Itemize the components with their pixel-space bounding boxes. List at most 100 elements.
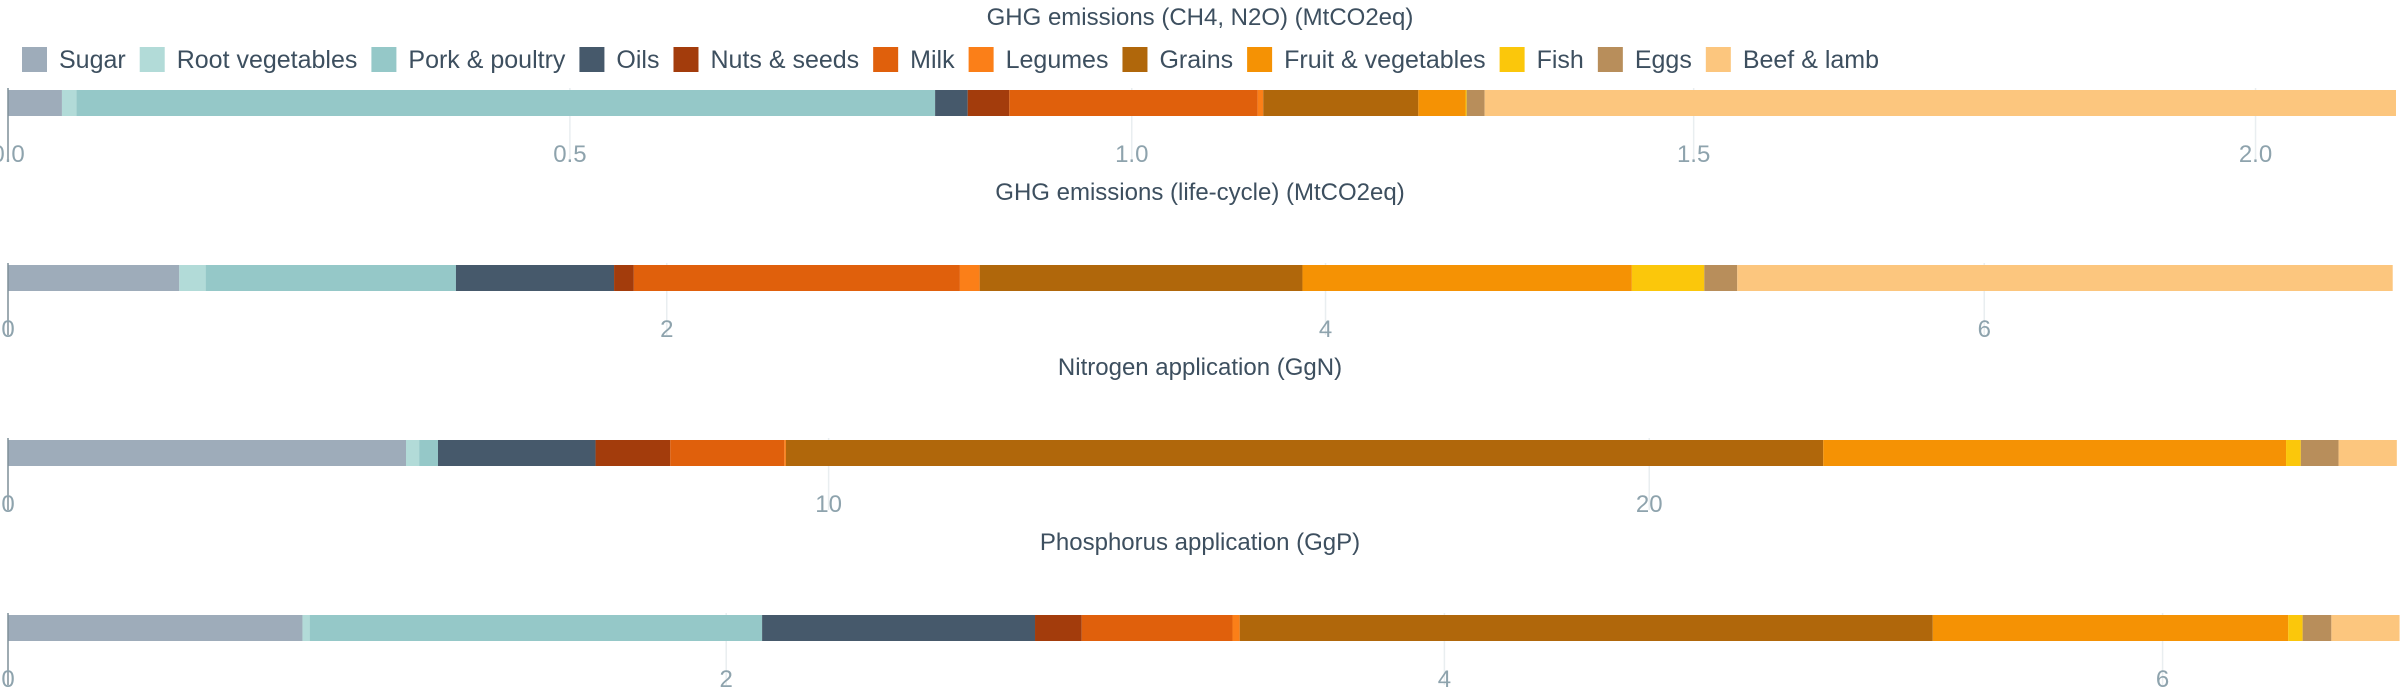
legend-swatch <box>371 47 397 72</box>
legend-swatch <box>1499 47 1525 72</box>
chart-panel-1: GHG emissions (CH4, N2O) (MtCO2eq) 0.0 0.5… <box>0 4 2396 168</box>
chart-title: GHG emissions (CH4, N2O) (MtCO2eq) <box>987 4 1414 31</box>
bar-segment-sugar[interactable] <box>8 90 62 116</box>
legend-swatch <box>139 47 165 72</box>
bar-segment-legumes[interactable] <box>959 265 980 291</box>
legend-label: Root vegetables <box>177 46 358 74</box>
bar-segment-pork-and-poultry[interactable] <box>76 90 936 116</box>
legend-label: Legumes <box>1006 46 1109 74</box>
bar-segment-fruit-and-vegetables[interactable] <box>1418 90 1466 116</box>
legend-swatch <box>1122 47 1148 72</box>
legend-swatch <box>22 47 47 72</box>
bar-segment-fruit-and-vegetables[interactable] <box>1932 615 2289 641</box>
bar-segment-root-vegetables[interactable] <box>302 615 310 641</box>
bar-segment-beef-and-lamb[interactable] <box>2338 440 2397 466</box>
legend-item-pork-and-poultry[interactable]: Pork & poultry <box>371 46 566 74</box>
bar-segment-legumes[interactable] <box>1257 90 1264 116</box>
bar-segment-legumes[interactable] <box>784 440 786 466</box>
bar-segment-beef-and-lamb[interactable] <box>1484 90 2396 116</box>
legend-item-grains[interactable]: Grains <box>1122 46 1233 74</box>
chart-title: GHG emissions (life-cycle) (MtCO2eq) <box>995 179 1404 206</box>
legend-item-nuts-and-seeds[interactable]: Nuts & seeds <box>673 46 859 74</box>
chart-panel-2: GHG emissions (life-cycle) (MtCO2eq) 0 2 4 6 <box>1 179 2393 343</box>
legend-swatch <box>1247 47 1273 72</box>
legend-swatch <box>1705 47 1731 72</box>
x-tick-label: 0 <box>1 491 14 518</box>
bar-segment-fish[interactable] <box>1631 265 1705 291</box>
bar-segment-milk[interactable] <box>670 440 785 466</box>
bar-segment-eggs[interactable] <box>1466 90 1485 116</box>
x-tick-label: 0 <box>1 316 14 343</box>
bar-segment-grains[interactable] <box>1263 90 1419 116</box>
x-tick-label: 0 <box>1 666 14 693</box>
bar-segment-pork-and-poultry[interactable] <box>205 265 456 291</box>
bar-segment-sugar[interactable] <box>8 265 180 291</box>
legend-swatch <box>968 47 994 72</box>
chart-title: Phosphorus application (GgP) <box>1040 529 1360 556</box>
bar-segment-eggs[interactable] <box>1704 265 1738 291</box>
bar-segment-root-vegetables[interactable] <box>179 265 206 291</box>
bar-segment-beef-and-lamb[interactable] <box>2331 615 2400 641</box>
bar-segment-nuts-and-seeds[interactable] <box>614 265 634 291</box>
bar-segment-oils[interactable] <box>762 615 1036 641</box>
bar-segment-fruit-and-vegetables[interactable] <box>1823 440 2287 466</box>
legend-swatch <box>579 47 605 72</box>
legend-swatch <box>1597 47 1623 72</box>
bar-segment-sugar[interactable] <box>8 440 406 466</box>
bar-segment-fruit-and-vegetables[interactable] <box>1302 265 1632 291</box>
bar-segment-beef-and-lamb[interactable] <box>1737 265 2393 291</box>
x-tick-label: 10 <box>815 491 842 518</box>
bar-segment-root-vegetables[interactable] <box>406 440 420 466</box>
bar-segment-fish[interactable] <box>2286 440 2301 466</box>
chart-panels: GHG emissions (CH4, N2O) (MtCO2eq) 0.0 0.5… <box>0 4 2400 693</box>
chart-panel-3: Nitrogen application (GgN) 0 10 20 <box>1 354 2397 518</box>
bar-segment-grains[interactable] <box>785 440 1824 466</box>
chart-title: Nitrogen application (GgN) <box>1058 354 1342 381</box>
x-tick-label: 1.5 <box>1677 141 1710 168</box>
legend-item-oils[interactable]: Oils <box>579 46 659 74</box>
legend-swatch <box>673 47 699 72</box>
bar-segment-fish[interactable] <box>1465 90 1467 116</box>
legend-label: Sugar <box>59 46 126 74</box>
legend-item-eggs[interactable]: Eggs <box>1597 46 1692 74</box>
x-tick-label: 4 <box>1319 316 1332 343</box>
x-tick-label: 6 <box>2156 666 2169 693</box>
legend-item-fish[interactable]: Fish <box>1499 46 1584 74</box>
x-tick-label: 0.0 <box>0 141 25 168</box>
bar-segment-oils[interactable] <box>935 90 968 116</box>
legend-item-root-vegetables[interactable]: Root vegetables <box>139 46 358 74</box>
bar-segment-eggs[interactable] <box>2302 615 2332 641</box>
bar-segment-grains[interactable] <box>979 265 1303 291</box>
bar-segment-root-vegetables[interactable] <box>61 90 77 116</box>
x-tick-label: 6 <box>1978 316 1991 343</box>
bar-segment-milk[interactable] <box>633 265 960 291</box>
legend-item-fruit-and-vegetables[interactable]: Fruit & vegetables <box>1247 46 1486 74</box>
bar-segment-fish[interactable] <box>2288 615 2303 641</box>
bar-segment-grains[interactable] <box>1239 615 1933 641</box>
bar-segment-legumes[interactable] <box>1232 615 1240 641</box>
x-tick-label: 0.5 <box>553 141 586 168</box>
legend-label: Pork & poultry <box>408 46 566 74</box>
bar-segment-milk[interactable] <box>1009 90 1258 116</box>
legend-item-legumes[interactable]: Legumes <box>968 46 1109 74</box>
legend-item-sugar[interactable]: Sugar <box>22 46 126 74</box>
bar-segment-oils[interactable] <box>438 440 596 466</box>
bar-segment-pork-and-poultry[interactable] <box>419 440 439 466</box>
legend-item-beef-and-lamb[interactable]: Beef & lamb <box>1705 46 1879 74</box>
bar-segment-milk[interactable] <box>1081 615 1233 641</box>
legend-swatch <box>873 47 899 72</box>
bar-segment-nuts-and-seeds[interactable] <box>595 440 671 466</box>
bar-segment-nuts-and-seeds[interactable] <box>967 90 1010 116</box>
legend-item-milk[interactable]: Milk <box>873 46 955 74</box>
x-tick-label: 2.0 <box>2239 141 2272 168</box>
legend-label: Oils <box>616 46 659 74</box>
bar-segment-sugar[interactable] <box>8 615 303 641</box>
bar-segment-oils[interactable] <box>455 265 615 291</box>
legend-label: Nuts & seeds <box>710 46 859 74</box>
chart-panel-4: Phosphorus application (GgP) 0 2 4 6 <box>1 529 2400 693</box>
legend-label: Fruit & vegetables <box>1284 46 1486 74</box>
bar-segment-pork-and-poultry[interactable] <box>309 615 763 641</box>
bar-segment-nuts-and-seeds[interactable] <box>1035 615 1082 641</box>
bar-segment-eggs[interactable] <box>2300 440 2339 466</box>
